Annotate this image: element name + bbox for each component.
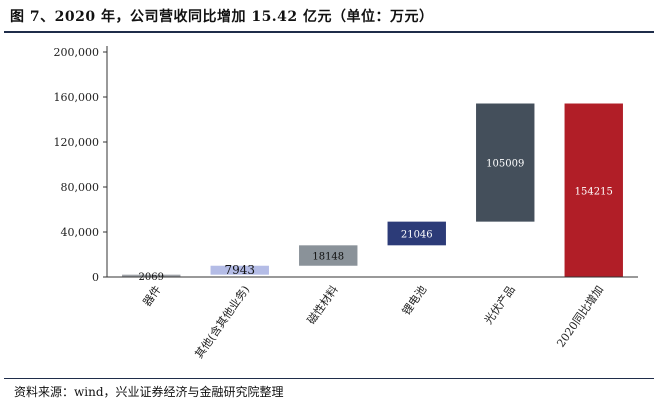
bar [564, 103, 623, 278]
x-tick-label: 磁性材料 [304, 283, 341, 327]
data-label: 105009 [486, 159, 524, 170]
data-label: 21046 [401, 229, 433, 240]
x-tick-label: 光伏产品 [481, 283, 518, 327]
x-tick-label: 器件 [140, 283, 163, 308]
data-label: 18148 [312, 252, 344, 263]
footer-rule [4, 378, 654, 379]
bar [387, 221, 446, 246]
bar [122, 274, 181, 277]
bar [210, 265, 269, 275]
figure-title: 图 7、2020 年，公司营收同比增加 15.42 亿元（单位：万元） [10, 9, 434, 25]
y-tick-label: 0 [92, 271, 99, 284]
y-tick-label: 40,000 [61, 226, 100, 239]
x-tick-label: 2020同比增加 [553, 283, 606, 350]
data-label: 7943 [224, 263, 255, 277]
bar [476, 103, 535, 222]
bar [299, 245, 358, 266]
x-axis: 器件 其他(含其他业务) 磁性材料 锂电池 光伏产品 2020同比增加 [107, 276, 638, 361]
y-tick-label: 80,000 [61, 181, 100, 194]
title-rule [4, 31, 654, 33]
y-axis: 0 40,000 80,000 120,000 160,000 200,000 [54, 46, 108, 284]
y-tick-label: 120,000 [54, 136, 100, 149]
data-label: 154215 [575, 186, 613, 197]
y-tick-label: 160,000 [54, 91, 100, 104]
x-tick-label: 其他(含其他业务) [192, 283, 253, 361]
source-note: 资料来源：wind，兴业证券经济与金融研究院整理 [14, 385, 284, 399]
y-tick-label: 200,000 [54, 46, 100, 59]
x-tick-label: 锂电池 [399, 283, 429, 318]
